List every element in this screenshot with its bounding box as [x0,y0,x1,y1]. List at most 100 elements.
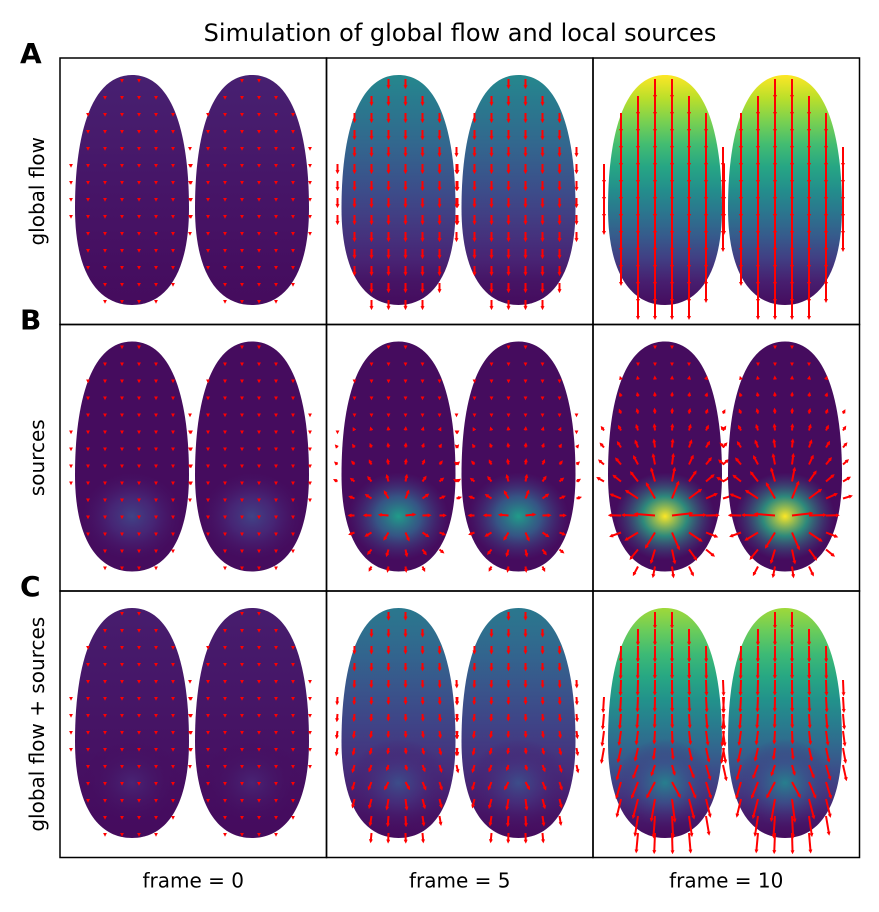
flow-arrow [386,566,390,573]
flow-arrow [825,781,833,800]
row-letter-b: B [20,304,41,337]
flow-arrow [504,781,510,791]
flow-arrow [469,477,476,483]
flow-arrow [488,815,493,827]
flow-arrow [558,477,565,483]
flow-arrow [505,549,510,558]
column-label-2: frame = 10 [669,869,783,893]
flow-arrow [403,566,408,573]
flow-arrow [599,747,605,764]
flow-arrow [368,815,373,827]
row-label-2: global flow + sources [25,617,49,832]
flow-arrow [824,696,829,713]
flow-arrow [541,781,547,791]
flow-arrow [842,459,850,466]
flow-arrow [771,566,776,579]
flow-arrow [738,679,743,697]
flow-arrow [671,452,676,465]
flow-arrow [404,549,409,558]
embryo-r0-c0-0 [75,75,189,305]
flow-arrow [506,747,511,755]
flow-arrow [471,781,476,791]
flow-arrow [377,512,389,517]
flow-arrow [524,532,530,542]
embryo-r0-c2-0 [608,75,722,305]
flow-arrow [404,473,409,482]
flow-arrow [541,815,546,827]
flow-arrow [688,730,693,746]
flow-arrow [421,548,427,556]
flow-arrow [619,375,623,381]
flow-arrow [615,764,622,781]
flow-arrow [807,391,812,397]
flow-arrow [791,480,800,499]
flow-arrow [808,454,814,465]
flow-arrow [737,713,742,730]
flow-arrow [670,730,675,745]
flow-arrow [352,443,356,449]
flow-arrow [369,730,374,739]
source-glow [735,738,835,827]
flow-arrow [790,730,795,745]
flow-arrow [825,493,838,500]
flow-arrow [351,764,356,774]
flow-arrow [688,454,694,465]
flow-arrow [383,531,390,541]
flow-arrow [540,426,545,431]
flow-arrow [808,832,813,854]
flow-arrow [421,798,427,810]
flow-arrow [791,566,796,579]
source-glow [615,472,715,561]
flow-arrow [705,474,715,483]
flow-arrow [497,512,509,517]
panel-r2-c2 [592,590,861,859]
flow-arrow [523,566,528,573]
flow-arrow [635,696,640,713]
flow-arrow [646,781,656,799]
source-glow [348,472,449,561]
flow-arrow [368,459,373,465]
embryo-r0-c2-1 [728,75,842,305]
flow-arrow [364,493,373,500]
flow-arrow [754,439,759,448]
flow-arrow [632,566,639,577]
flow-arrow [652,423,657,431]
flow-arrow [618,679,623,697]
flow-arrow [687,423,692,431]
flow-arrow [750,781,759,799]
flow-arrow [634,439,639,448]
flow-arrow [559,531,567,536]
flow-arrow [791,549,797,565]
flow-arrow [558,548,565,554]
flow-arrow [420,426,425,431]
flow-arrow [334,747,339,757]
flow-arrow [404,532,410,542]
flow-arrow [599,442,605,449]
flow-arrow [719,747,725,764]
flow-arrow [575,747,580,757]
flow-arrow [825,424,829,431]
flow-arrow [385,474,390,482]
flow-arrow [541,531,550,538]
flow-arrow [438,443,442,449]
flow-arrow [808,798,816,820]
flow-arrow [705,440,711,449]
flow-arrow [404,798,409,811]
panel-grid [59,57,861,859]
flow-arrow [807,713,812,729]
flow-arrow [687,696,692,713]
panel-r0-c0 [59,57,328,326]
flow-arrow [842,425,847,432]
flow-arrow [472,426,477,432]
flow-arrow [634,832,639,854]
flow-arrow [808,531,823,542]
flow-arrow [488,747,493,756]
flow-arrow [772,423,777,431]
panel-r1-c2 [592,323,861,592]
flow-arrow [765,482,776,499]
flow-arrow [609,531,622,538]
source-glow [735,472,835,561]
source-glow [468,738,569,827]
flow-arrow [486,548,493,556]
flow-arrow [454,444,459,449]
